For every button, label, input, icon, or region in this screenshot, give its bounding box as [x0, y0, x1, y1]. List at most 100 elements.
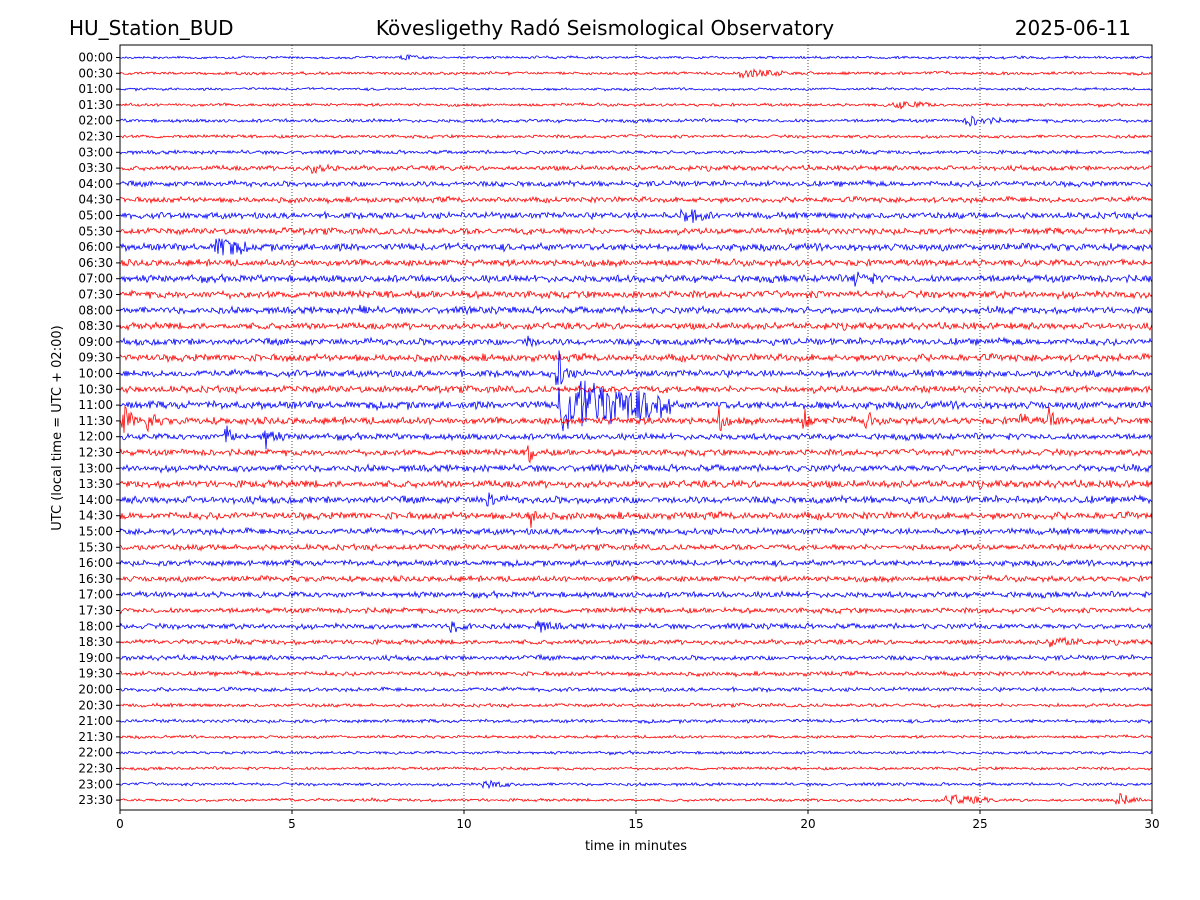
trace-1230 — [119, 445, 1153, 464]
y-tick-label: 06:00 — [78, 240, 113, 254]
y-tick-label: 19:30 — [78, 667, 113, 681]
trace-1830 — [119, 636, 1153, 648]
y-tick-label: 18:00 — [78, 619, 113, 633]
trace-2300 — [119, 779, 1153, 790]
x-tick-label: 10 — [456, 817, 471, 831]
x-tick-label: 30 — [1144, 817, 1159, 831]
trace-1330 — [119, 478, 1153, 490]
y-tick-label: 04:00 — [78, 177, 113, 191]
y-tick-label: 03:00 — [78, 145, 113, 159]
y-tick-label: 15:00 — [78, 525, 113, 539]
trace-1630 — [119, 574, 1153, 584]
trace-0800 — [119, 304, 1153, 316]
trace-1130 — [119, 405, 1153, 433]
trace-0100 — [119, 86, 1153, 92]
x-tick-label: 15 — [628, 817, 643, 831]
y-tick-label: 02:00 — [78, 114, 113, 128]
y-tick-label: 08:00 — [78, 303, 113, 317]
trace-0000 — [119, 54, 1153, 61]
x-tick-label: 20 — [800, 817, 815, 831]
trace-0030 — [119, 68, 1153, 79]
y-tick-label: 11:30 — [78, 414, 113, 428]
trace-0630 — [119, 257, 1153, 268]
y-tick-label: 22:30 — [78, 762, 113, 776]
trace-1930 — [119, 669, 1153, 678]
trace-0930 — [119, 352, 1153, 364]
trace-1030 — [119, 384, 1153, 395]
y-tick-label: 06:30 — [78, 256, 113, 270]
trace-0900 — [119, 335, 1153, 348]
y-tick-label: 12:00 — [78, 430, 113, 444]
x-axis-ticks: 0 5 10 15 20 25 30 — [116, 810, 1160, 831]
y-tick-label: 13:30 — [78, 477, 113, 491]
trace-0730 — [119, 289, 1153, 301]
trace-0830 — [119, 321, 1153, 332]
y-tick-label: 23:00 — [78, 777, 113, 791]
y-tick-label: 20:00 — [78, 683, 113, 697]
y-tick-label: 01:00 — [78, 82, 113, 96]
trace-0200 — [119, 115, 1153, 127]
trace-0330 — [119, 163, 1153, 175]
trace-1700 — [119, 589, 1153, 600]
trace-0230 — [119, 133, 1153, 140]
y-tick-label: 05:30 — [78, 224, 113, 238]
trace-2200 — [119, 750, 1153, 756]
trace-1500 — [119, 526, 1153, 537]
y-tick-label: 16:30 — [78, 572, 113, 586]
date-label: 2025-06-11 — [1015, 16, 1131, 40]
y-tick-label: 04:30 — [78, 193, 113, 207]
y-tick-label: 21:30 — [78, 730, 113, 744]
x-tick-label: 5 — [288, 817, 296, 831]
y-tick-label: 15:30 — [78, 540, 113, 554]
trace-1730 — [119, 606, 1153, 615]
trace-2100 — [119, 718, 1153, 725]
trace-1000 — [119, 350, 1153, 386]
trace-1200 — [119, 425, 1153, 450]
plot-frame — [119, 44, 1153, 811]
trace-1430 — [119, 510, 1153, 528]
trace-2330 — [119, 792, 1153, 806]
y-tick-label: 16:00 — [78, 556, 113, 570]
y-tick-label: 08:30 — [78, 319, 113, 333]
trace-0500 — [119, 208, 1153, 223]
y-tick-label: 22:00 — [78, 746, 113, 760]
trace-2130 — [119, 734, 1153, 740]
trace-2230 — [119, 765, 1153, 772]
trace-0400 — [119, 179, 1153, 189]
y-tick-label: 07:00 — [78, 272, 113, 286]
y-tick-label: 20:30 — [78, 698, 113, 712]
y-tick-label: 23:30 — [78, 793, 113, 807]
y-tick-label: 00:30 — [78, 66, 113, 80]
trace-0700 — [119, 271, 1153, 287]
trace-0130 — [119, 100, 1153, 110]
y-tick-label: 14:30 — [78, 509, 113, 523]
trace-0300 — [119, 148, 1153, 156]
y-tick-label: 19:00 — [78, 651, 113, 665]
trace-0430 — [119, 195, 1153, 205]
trace-0530 — [119, 226, 1153, 236]
station-label: HU_Station_BUD — [69, 16, 234, 40]
trace-1800 — [119, 620, 1153, 633]
x-axis-label: time in minutes — [585, 839, 687, 854]
trace-1530 — [119, 542, 1153, 552]
seismic-traces — [119, 54, 1153, 806]
trace-2000 — [119, 686, 1153, 694]
trace-1600 — [119, 558, 1153, 569]
y-tick-label: 13:00 — [78, 461, 113, 475]
y-tick-label: 21:00 — [78, 714, 113, 728]
y-tick-label: 03:30 — [78, 161, 113, 175]
y-tick-label: 05:00 — [78, 209, 113, 223]
trace-1400 — [119, 492, 1153, 507]
y-tick-label: 17:30 — [78, 604, 113, 618]
y-axis-label: UTC (local time = UTC + 02:00) — [50, 325, 65, 530]
y-tick-label: 09:30 — [78, 351, 113, 365]
x-tick-label: 25 — [972, 817, 987, 831]
y-tick-label: 14:00 — [78, 493, 113, 507]
y-tick-label: 10:30 — [78, 382, 113, 396]
chart-title: Kövesligethy Radó Seismological Observat… — [376, 16, 834, 40]
trace-2030 — [120, 702, 1153, 709]
trace-0600 — [119, 238, 1153, 256]
